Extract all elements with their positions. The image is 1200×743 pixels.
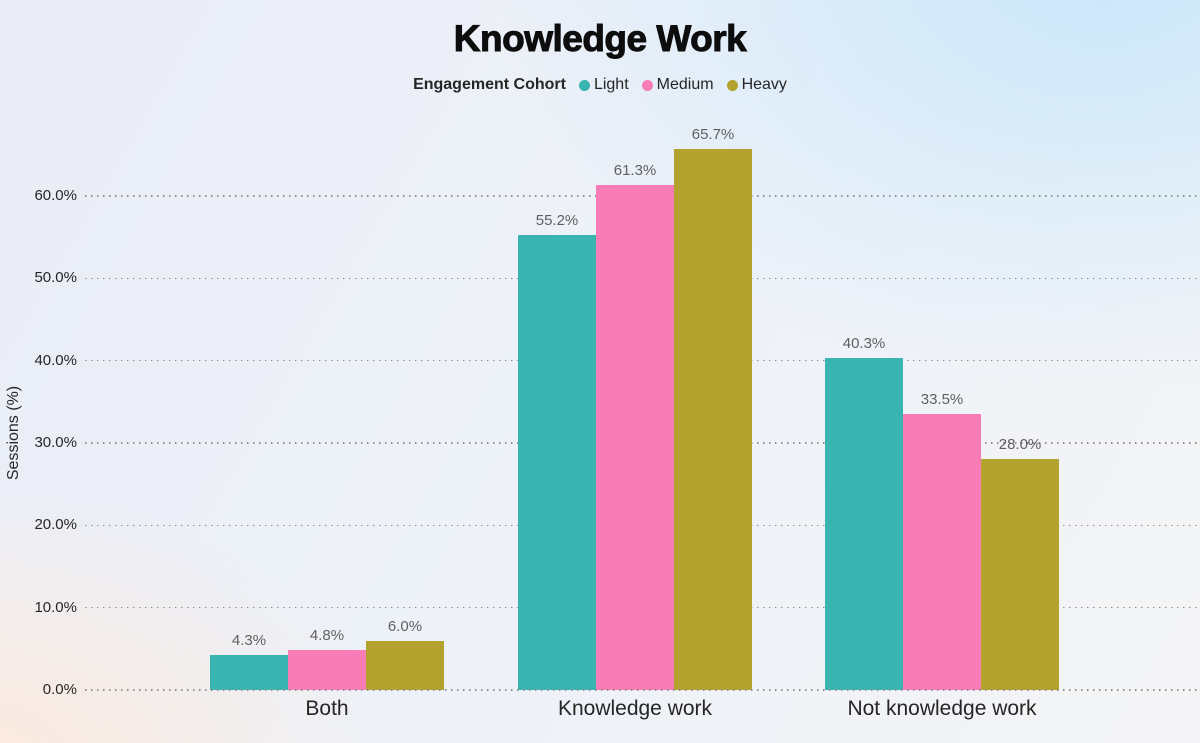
bar-light-both [210,654,288,690]
bar-value-label: 65.7% [691,125,735,143]
x-category-label: Not knowledge work [847,697,1037,720]
y-tick-label: 30.0% [34,433,77,451]
gridline [85,689,1200,691]
legend-swatch-light [578,79,590,91]
legend-item-medium: Medium [641,76,714,94]
legend-item-heavy: Heavy [726,76,787,94]
bar-medium-knowledge-work [596,185,674,690]
bar-value-label: 61.3% [613,162,657,180]
y-tick-label: 10.0% [34,598,77,616]
chart-title: Knowledge Work [453,18,747,60]
legend-label-heavy: Heavy [741,76,787,93]
bar-heavy-not-knowledge-work [981,459,1059,690]
y-tick-label: 0.0% [42,681,77,698]
bar-light-not-knowledge-work [825,358,903,690]
bar-value-label: 55.2% [535,212,579,230]
legend-swatch-medium [641,79,653,91]
legend-label-medium: Medium [656,76,714,93]
bar-value-label: 28.0% [998,436,1042,454]
legend-swatch-heavy [726,79,738,91]
y-tick-label: 60.0% [34,186,77,204]
x-category-label: Knowledge work [557,697,713,720]
legend-title: Engagement Cohort [413,76,566,93]
plot-area: 4.3% 4.8% 6.0% Both 55.2% 61.3% 65.7% Knowledge… [85,126,1200,720]
legend: Engagement Cohort Light Medium Heavy [0,76,1200,94]
legend-item-light: Light [578,76,629,94]
y-axis: 0.0% 10.0% 20.0% 30.0% 40.0% 50.0% 60.0% [0,130,85,698]
y-tick-label: 50.0% [34,269,77,287]
bar-heavy-knowledge-work [674,148,752,690]
bar-value-label: 6.0% [387,617,423,635]
legend-label-light: Light [593,76,629,93]
bar-value-label: 4.3% [231,631,267,649]
bar-heavy-both [366,640,444,690]
x-category-label: Both [305,697,349,720]
bar-value-label: 40.3% [842,335,886,353]
y-tick-label: 20.0% [34,516,77,534]
y-tick-label: 40.0% [34,351,77,369]
bar-value-label: 33.5% [920,391,964,409]
bar-value-label: 4.8% [309,627,345,645]
bar-light-knowledge-work [518,235,596,690]
bar-medium-both [288,650,366,690]
bar-medium-not-knowledge-work [903,414,981,690]
